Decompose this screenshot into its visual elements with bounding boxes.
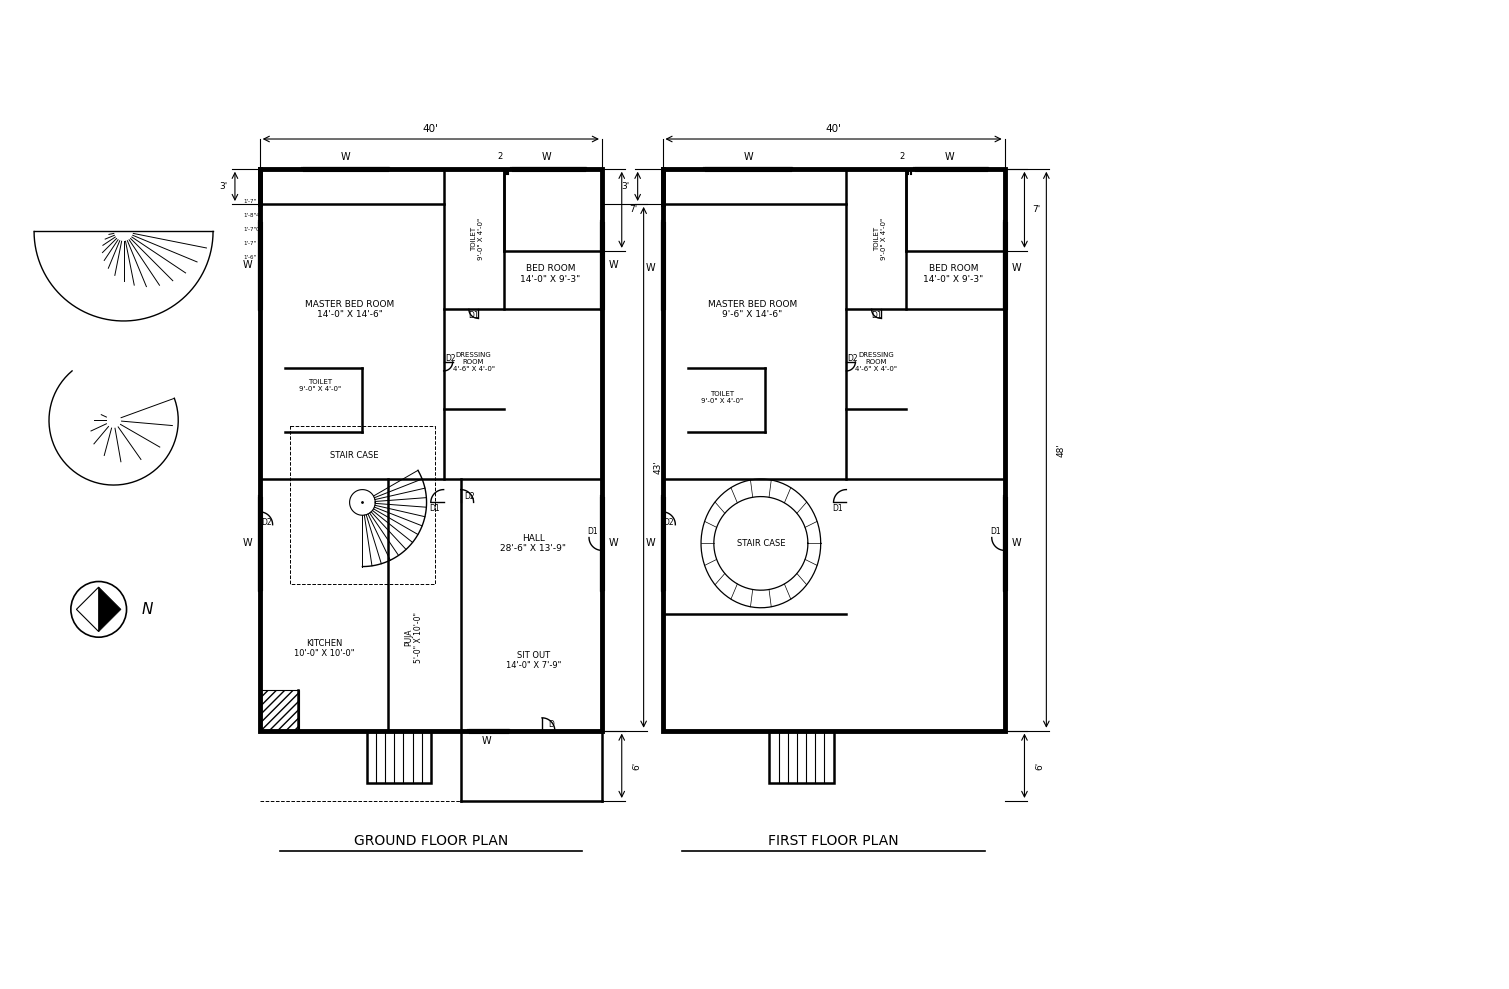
- Text: PUJA
5'-0" X 10'-0": PUJA 5'-0" X 10'-0": [404, 611, 424, 663]
- Text: W: W: [243, 538, 252, 548]
- Text: FIRST FLOOR PLAN: FIRST FLOOR PLAN: [768, 834, 899, 848]
- Text: D2: D2: [465, 492, 475, 500]
- Text: W: W: [646, 538, 655, 548]
- Text: TOILET
9'-0" X 4'-0": TOILET 9'-0" X 4'-0": [299, 379, 341, 392]
- Bar: [261, 689, 299, 731]
- Text: 40': 40': [423, 124, 439, 135]
- Text: 1'-7": 1'-7": [243, 241, 257, 246]
- Text: W: W: [1011, 538, 1022, 548]
- Text: 1'-6": 1'-6": [243, 255, 257, 260]
- Text: W: W: [646, 263, 655, 273]
- Text: 6': 6': [1035, 762, 1044, 769]
- Text: W: W: [243, 260, 252, 270]
- Polygon shape: [98, 587, 121, 632]
- Text: 7': 7': [1032, 206, 1041, 215]
- Text: 6': 6': [632, 762, 641, 769]
- Text: 3': 3': [219, 182, 228, 191]
- Text: STAIR CASE: STAIR CASE: [736, 539, 785, 548]
- Text: D2: D2: [261, 517, 272, 527]
- Text: MASTER BED ROOM
9'-6" X 14'-6": MASTER BED ROOM 9'-6" X 14'-6": [708, 300, 797, 319]
- Text: 2: 2: [496, 152, 502, 161]
- Text: MASTER BED ROOM
14'-0" X 14'-6": MASTER BED ROOM 14'-0" X 14'-6": [305, 300, 394, 319]
- Text: W: W: [542, 152, 551, 162]
- Text: 48': 48': [1056, 443, 1065, 457]
- Bar: [260, 169, 602, 731]
- Text: 1'-7"0": 1'-7"0": [243, 227, 263, 232]
- Text: DRESSING
ROOM
4'-6" X 4'-0": DRESSING ROOM 4'-6" X 4'-0": [453, 352, 495, 372]
- Text: D1: D1: [831, 504, 842, 513]
- Text: TOILET
9'-0" X 4'-0": TOILET 9'-0" X 4'-0": [702, 391, 744, 404]
- Text: D1: D1: [587, 526, 598, 536]
- Text: D1: D1: [871, 312, 883, 320]
- Text: D2: D2: [664, 517, 675, 527]
- Text: TOILET
9'-0" X 4'-0": TOILET 9'-0" X 4'-0": [471, 218, 484, 260]
- Text: KITCHEN
10'-0" X 10'-0": KITCHEN 10'-0" X 10'-0": [294, 639, 355, 659]
- Text: W: W: [610, 260, 619, 270]
- Text: 3': 3': [622, 182, 629, 191]
- Text: W: W: [1011, 263, 1022, 273]
- Text: 7': 7': [629, 206, 638, 215]
- Text: D: D: [548, 720, 554, 729]
- Text: D1: D1: [430, 504, 441, 513]
- Text: DRESSING
ROOM
4'-6" X 4'-0": DRESSING ROOM 4'-6" X 4'-0": [856, 352, 898, 372]
- Text: STAIR CASE: STAIR CASE: [329, 451, 379, 460]
- Text: SIT OUT
14'-0" X 7'-9": SIT OUT 14'-0" X 7'-9": [506, 651, 561, 671]
- Text: 2: 2: [899, 152, 905, 161]
- Text: GROUND FLOOR PLAN: GROUND FLOOR PLAN: [353, 834, 509, 848]
- Text: D2: D2: [445, 354, 456, 363]
- Bar: [662, 169, 1005, 731]
- Text: D1: D1: [990, 526, 1000, 536]
- Text: BED ROOM
14'-0" X 9'-3": BED ROOM 14'-0" X 9'-3": [521, 264, 581, 284]
- Text: 1'-7": 1'-7": [243, 199, 257, 204]
- Text: BED ROOM
14'-0" X 9'-3": BED ROOM 14'-0" X 9'-3": [924, 264, 984, 284]
- Text: W: W: [744, 152, 753, 162]
- Text: D2: D2: [848, 354, 859, 363]
- Polygon shape: [77, 587, 98, 632]
- Bar: [367, 731, 432, 783]
- Text: 1'-8"4": 1'-8"4": [243, 213, 263, 219]
- Text: 43': 43': [653, 460, 662, 475]
- Text: D1: D1: [469, 312, 480, 320]
- Text: 40': 40': [825, 124, 842, 135]
- Text: W: W: [945, 152, 954, 162]
- Bar: [770, 731, 833, 783]
- Text: W: W: [481, 736, 492, 746]
- Text: W: W: [610, 538, 619, 548]
- Text: W: W: [341, 152, 350, 162]
- Text: N: N: [142, 602, 152, 617]
- Text: TOILET
9'-0" X 4'-0": TOILET 9'-0" X 4'-0": [874, 218, 887, 260]
- Text: HALL
28'-6" X 13'-9": HALL 28'-6" X 13'-9": [501, 534, 566, 553]
